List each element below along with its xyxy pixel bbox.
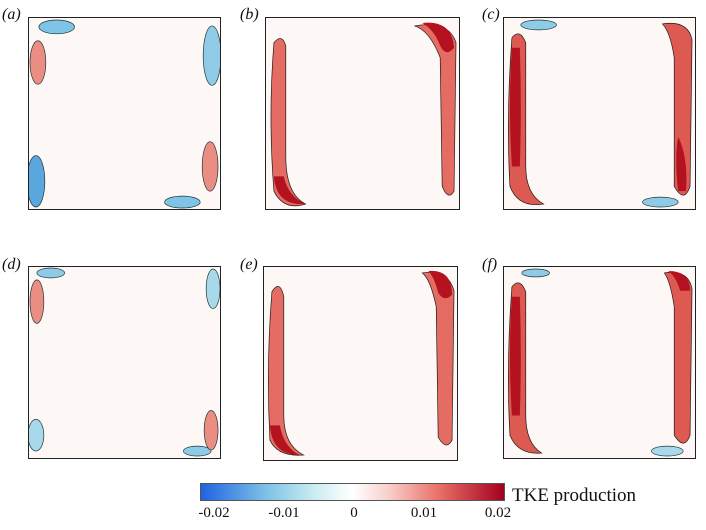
heatmap-f	[503, 266, 696, 459]
band	[509, 296, 521, 416]
band	[661, 22, 693, 196]
blob	[651, 445, 684, 457]
colorbar-tick: -0.02	[198, 505, 230, 521]
blob	[205, 268, 220, 309]
colorbar-tick: 0.02	[484, 505, 512, 521]
colorbar-tick: -0.01	[268, 505, 300, 521]
band	[509, 47, 521, 167]
colorbar-tick: 0.01	[410, 505, 438, 521]
heatmap-a	[28, 17, 221, 210]
heatmap-c	[503, 17, 696, 210]
panel-label-f: (f)	[482, 256, 498, 273]
band	[663, 271, 693, 444]
blob	[36, 267, 65, 279]
blob	[29, 419, 45, 452]
heatmap-b	[265, 17, 460, 210]
band	[270, 38, 307, 207]
blob	[202, 25, 220, 86]
panel-label-a: (a)	[2, 6, 21, 23]
band	[273, 176, 306, 205]
heatmap-e	[263, 266, 458, 461]
heatmap-d	[28, 266, 221, 459]
colorbar-title: TKE production	[512, 485, 637, 506]
band	[676, 136, 687, 192]
blob	[29, 279, 45, 324]
colorbar-tick: 0	[350, 505, 358, 521]
band	[421, 272, 455, 446]
blob	[521, 268, 550, 278]
blob	[183, 445, 212, 457]
blob	[201, 141, 219, 192]
colorbar	[200, 483, 505, 501]
blob	[29, 155, 46, 208]
panel-label-e: (e)	[240, 256, 258, 273]
blob	[29, 40, 47, 85]
panel-label-d: (d)	[2, 256, 21, 273]
blob	[642, 196, 679, 208]
blob	[203, 410, 219, 451]
panel-label-c: (c)	[482, 6, 500, 23]
band	[668, 270, 691, 291]
band	[422, 22, 455, 53]
band	[268, 286, 305, 456]
band	[428, 270, 453, 299]
blob	[38, 19, 75, 35]
panel-label-b: (b)	[240, 6, 259, 23]
blob	[164, 195, 201, 209]
blob	[520, 19, 557, 31]
band	[269, 425, 300, 456]
